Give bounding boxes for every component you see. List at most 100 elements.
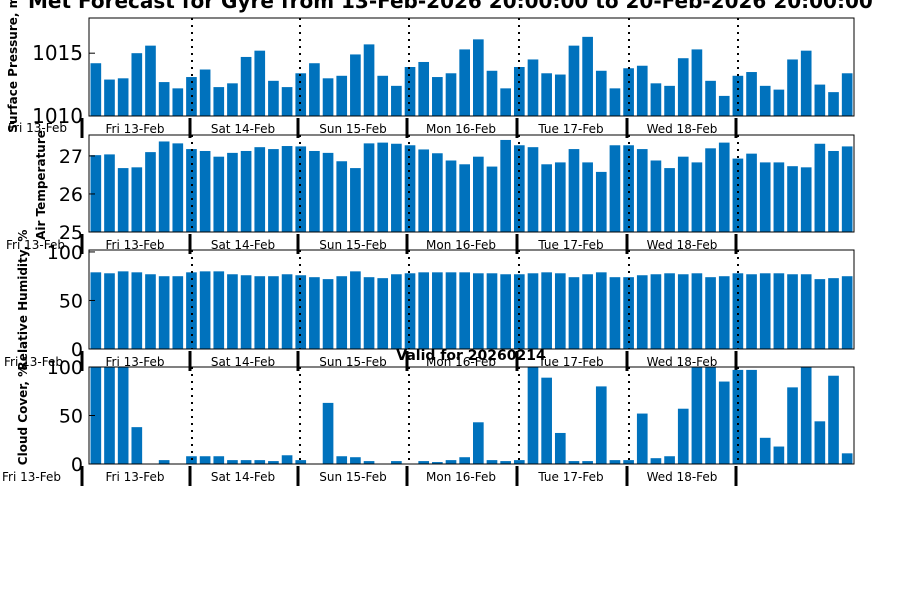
bar-air-temperature (90, 155, 102, 232)
bar-air-temperature (650, 160, 662, 232)
bar-surface-pressure (418, 61, 430, 116)
bar-relative-humidity (595, 272, 607, 349)
bar-air-temperature (158, 141, 170, 232)
bar-cloud-cover (787, 387, 798, 464)
bar-cloud-cover (240, 460, 252, 464)
bar-surface-pressure (145, 45, 156, 116)
bar-cloud-cover (268, 461, 279, 464)
bar-relative-humidity (800, 274, 812, 349)
bar-relative-humidity (90, 272, 102, 349)
day-label: Fri 13-Feb (106, 122, 165, 136)
y-axis-label: Air Temperature (34, 130, 48, 240)
bar-air-temperature (787, 166, 798, 232)
bar-air-temperature (814, 143, 826, 232)
bar-surface-pressure (759, 85, 771, 116)
bar-relative-humidity (664, 273, 675, 349)
day-label: Sun 15-Feb (319, 238, 387, 252)
bar-cloud-cover (281, 455, 293, 464)
bar-relative-humidity (814, 279, 826, 349)
bar-relative-humidity (322, 279, 334, 349)
day-label: Mon 16-Feb (426, 355, 496, 369)
bar-air-temperature (541, 164, 552, 232)
y-tick-label: 1010 (32, 104, 83, 128)
bar-air-temperature (828, 150, 839, 232)
bar-cloud-cover (664, 456, 675, 464)
bar-air-temperature (718, 142, 730, 232)
bar-relative-humidity (582, 274, 593, 349)
bar-air-temperature (705, 148, 716, 232)
bar-surface-pressure (582, 36, 593, 116)
bar-relative-humidity (213, 271, 225, 349)
bar-air-temperature (336, 161, 348, 232)
bar-air-temperature (746, 153, 757, 232)
bar-cloud-cover (322, 402, 334, 464)
bar-relative-humidity (404, 273, 416, 349)
bar-relative-humidity (350, 271, 361, 349)
bar-relative-humidity (240, 275, 252, 349)
bar-surface-pressure (513, 67, 525, 116)
axes-box (88, 249, 855, 350)
bar-surface-pressure (500, 88, 511, 116)
day-label: Tue 17-Feb (537, 122, 603, 136)
bar-cloud-cover (705, 367, 716, 464)
bar-relative-humidity (759, 273, 771, 349)
day-label: Sat 14-Feb (211, 238, 275, 252)
bar-relative-humidity (677, 274, 689, 349)
bar-air-temperature (186, 149, 197, 232)
start-date-label: Fri 13-Feb (4, 355, 63, 369)
start-date-label: Fri 13-Feb (2, 470, 61, 484)
bar-cloud-cover (568, 461, 580, 464)
bar-cloud-cover (582, 461, 593, 464)
bar-cloud-cover (363, 461, 375, 464)
bar-relative-humidity (336, 276, 348, 349)
bar-air-temperature (636, 149, 648, 232)
bar-surface-pressure (691, 49, 703, 116)
day-label: Wed 18-Feb (647, 238, 718, 252)
bar-cloud-cover (841, 453, 853, 464)
bar-air-temperature (595, 171, 607, 232)
bar-cloud-cover (746, 369, 757, 464)
bar-relative-humidity (254, 276, 266, 349)
bar-cloud-cover (486, 460, 498, 464)
bar-surface-pressure (473, 39, 484, 116)
bar-cloud-cover (759, 437, 771, 464)
bar-surface-pressure (90, 63, 102, 116)
bar-air-temperature (568, 149, 580, 232)
bar-cloud-cover (336, 456, 348, 464)
bar-surface-pressure (295, 73, 307, 116)
bar-surface-pressure (609, 88, 621, 116)
bar-cloud-cover (718, 381, 730, 464)
day-label: Sun 15-Feb (319, 470, 387, 484)
bar-cloud-cover (432, 462, 443, 464)
bar-air-temperature (131, 167, 143, 232)
bar-surface-pressure (117, 78, 129, 116)
bar-surface-pressure (705, 80, 716, 116)
y-tick-label: 0 (71, 454, 83, 476)
bar-relative-humidity (227, 274, 238, 349)
bar-air-temperature (391, 143, 402, 232)
bar-relative-humidity (568, 277, 580, 349)
bar-air-temperature (418, 149, 430, 232)
bar-relative-humidity (145, 274, 156, 349)
bar-relative-humidity (117, 271, 129, 349)
bar-cloud-cover (623, 460, 634, 464)
bar-cloud-cover (473, 422, 484, 464)
bar-air-temperature (104, 154, 115, 232)
bar-surface-pressure (391, 85, 402, 116)
bar-relative-humidity (650, 274, 662, 349)
day-label: Fri 13-Feb (106, 238, 165, 252)
day-label: Tue 17-Feb (537, 355, 603, 369)
bar-cloud-cover (650, 458, 662, 464)
day-label: Tue 17-Feb (537, 238, 603, 252)
bar-surface-pressure (336, 75, 348, 116)
bar-relative-humidity (172, 276, 184, 349)
bar-surface-pressure (486, 70, 498, 116)
start-date-label: Fri 13-Feb (8, 121, 67, 135)
bar-surface-pressure (828, 92, 839, 116)
bar-air-temperature (677, 156, 689, 232)
bar-relative-humidity (158, 276, 170, 349)
bar-cloud-cover (609, 460, 621, 464)
